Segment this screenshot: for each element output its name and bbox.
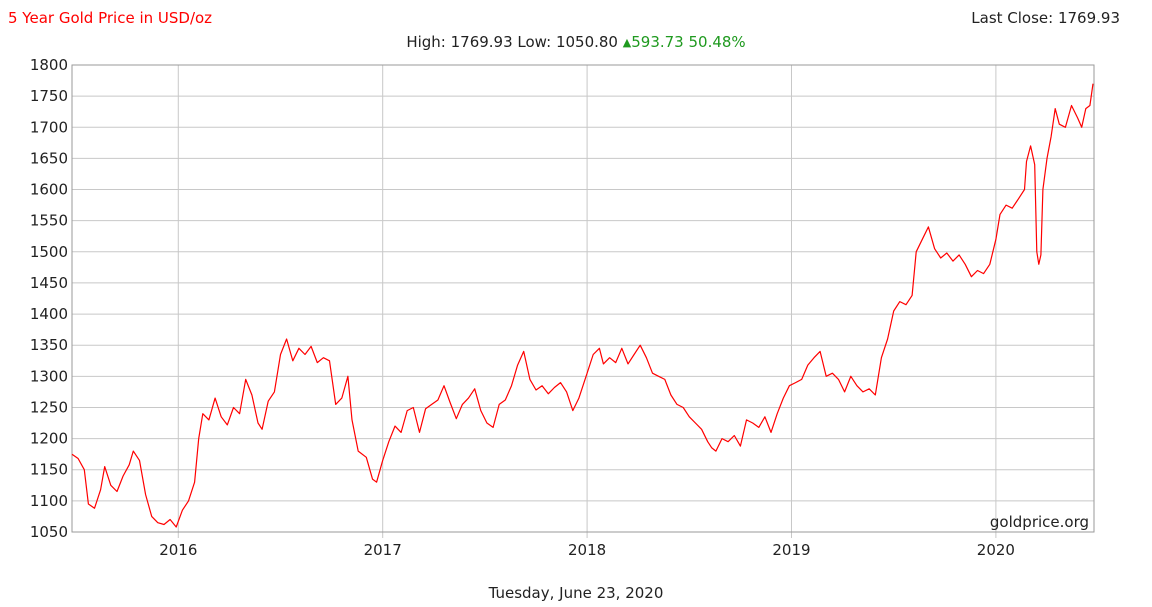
x-tick-label: 2018	[568, 541, 606, 559]
y-tick-label: 1100	[30, 492, 68, 510]
footer-date: Tuesday, June 23, 2020	[488, 584, 664, 602]
y-tick-label: 1400	[30, 305, 68, 323]
y-tick-label: 1450	[30, 274, 68, 292]
chart-title: 5 Year Gold Price in USD/oz	[8, 9, 213, 27]
y-tick-label: 1050	[30, 523, 68, 541]
y-tick-label: 1600	[30, 181, 68, 199]
y-axis-labels: 1050 1100 1150 1200 1250 1300 1350 1400 1450 1500…	[30, 56, 68, 541]
grid-layer	[72, 64, 1094, 538]
x-tick-label: 2017	[364, 541, 402, 559]
watermark: goldprice.org	[990, 513, 1089, 531]
stats-line: High: 1769.93 Low: 1050.80 ▲593.73 50.48…	[0, 33, 1152, 51]
last-close: Last Close: 1769.93	[971, 9, 1120, 27]
high-low-text: High: 1769.93 Low: 1050.80	[406, 33, 618, 51]
y-tick-label: 1250	[30, 398, 68, 416]
y-tick-label: 1500	[30, 243, 68, 261]
x-axis-labels: 2016 2017 2018 2019 2020	[159, 541, 1015, 559]
y-tick-label: 1750	[30, 87, 68, 105]
x-tick-label: 2020	[977, 541, 1015, 559]
x-tick-label: 2016	[159, 541, 197, 559]
price-series-line	[71, 83, 1094, 528]
x-tick-label: 2019	[772, 541, 810, 559]
change-text: 593.73 50.48%	[631, 33, 746, 51]
plot-frame	[71, 64, 1095, 533]
y-tick-label: 1350	[30, 336, 68, 354]
y-tick-label: 1300	[30, 367, 68, 385]
y-tick-label: 1650	[30, 149, 68, 167]
up-triangle-icon: ▲	[622, 36, 632, 49]
y-tick-label: 1700	[30, 118, 68, 136]
y-tick-label: 1150	[30, 461, 68, 479]
y-tick-label: 1800	[30, 56, 68, 74]
y-tick-label: 1550	[30, 212, 68, 230]
y-tick-label: 1200	[30, 430, 68, 448]
